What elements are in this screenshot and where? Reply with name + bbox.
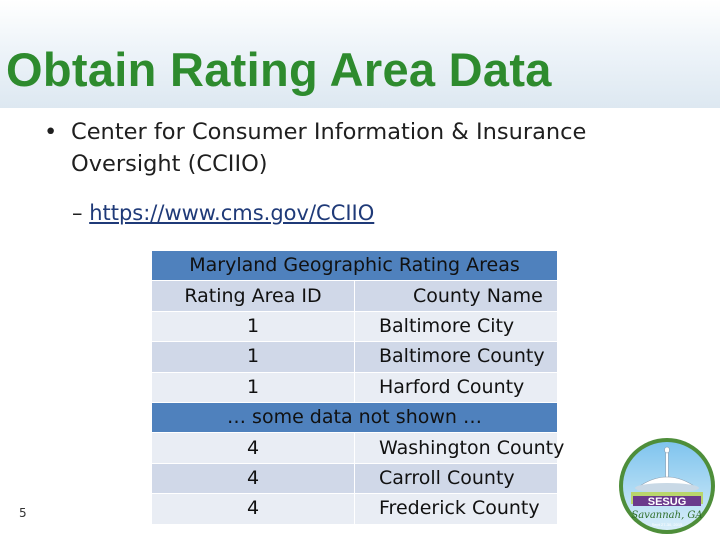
slide-number: 5 — [19, 506, 27, 520]
rating-area-id-cell: 1 — [151, 341, 355, 373]
cciio-link[interactable]: https://www.cms.gov/CCIIO — [89, 201, 375, 225]
table-row: 4 Frederick County — [151, 493, 558, 525]
rating-area-id-cell: 4 — [151, 493, 355, 525]
slide-title: Obtain Rating Area Data — [6, 43, 552, 96]
county-name-cell: Frederick County — [354, 493, 558, 525]
rating-area-id-cell: 1 — [151, 371, 355, 403]
table-title: Maryland Geographic Rating Areas — [151, 249, 558, 282]
logo-banner-text: SESUG — [648, 496, 687, 508]
county-name-cell: Baltimore City — [354, 310, 558, 343]
table-row: 4 Washington County — [151, 432, 564, 464]
rating-area-id-cell: 1 — [151, 310, 355, 343]
county-name-cell: Baltimore County — [354, 341, 558, 373]
column-header-county-name: County Name — [354, 280, 558, 312]
rating-area-id-cell: 4 — [151, 432, 355, 464]
table-row: 1 Baltimore County — [151, 341, 558, 373]
bullet-marker: • — [44, 119, 58, 145]
county-name-cell: Carroll County — [354, 462, 558, 495]
logo-date-text: Sept 27-30, 2015 — [652, 522, 683, 527]
rating-area-id-cell: 4 — [151, 462, 355, 495]
table-note-row: … some data not shown … — [151, 401, 558, 434]
title-band — [0, 0, 720, 108]
county-name-cell: Washington County — [354, 432, 564, 464]
table-row: 4 Carroll County — [151, 462, 558, 495]
table-row: 1 Harford County — [151, 371, 558, 403]
sub-bullet-marker: – — [72, 201, 83, 225]
logo-script-text: Savannah, GA — [631, 510, 702, 521]
bullet-text: Center for Consumer Information & Insura… — [71, 119, 587, 177]
county-name-cell: Harford County — [354, 371, 558, 403]
table-row: 1 Baltimore City — [151, 310, 558, 343]
column-header-rating-area-id: Rating Area ID — [151, 280, 355, 312]
sesug-logo: SESUG Savannah, GA Sept 27-30, 2015 — [619, 438, 715, 534]
table-header-row: Rating Area ID County Name — [151, 280, 558, 312]
rating-area-table: Maryland Geographic Rating Areas Rating … — [151, 249, 564, 525]
data-omitted-note: … some data not shown … — [151, 401, 558, 434]
sub-bullet-item: – https://www.cms.gov/CCIIO — [72, 198, 374, 228]
table-title-row: Maryland Geographic Rating Areas — [151, 249, 558, 282]
